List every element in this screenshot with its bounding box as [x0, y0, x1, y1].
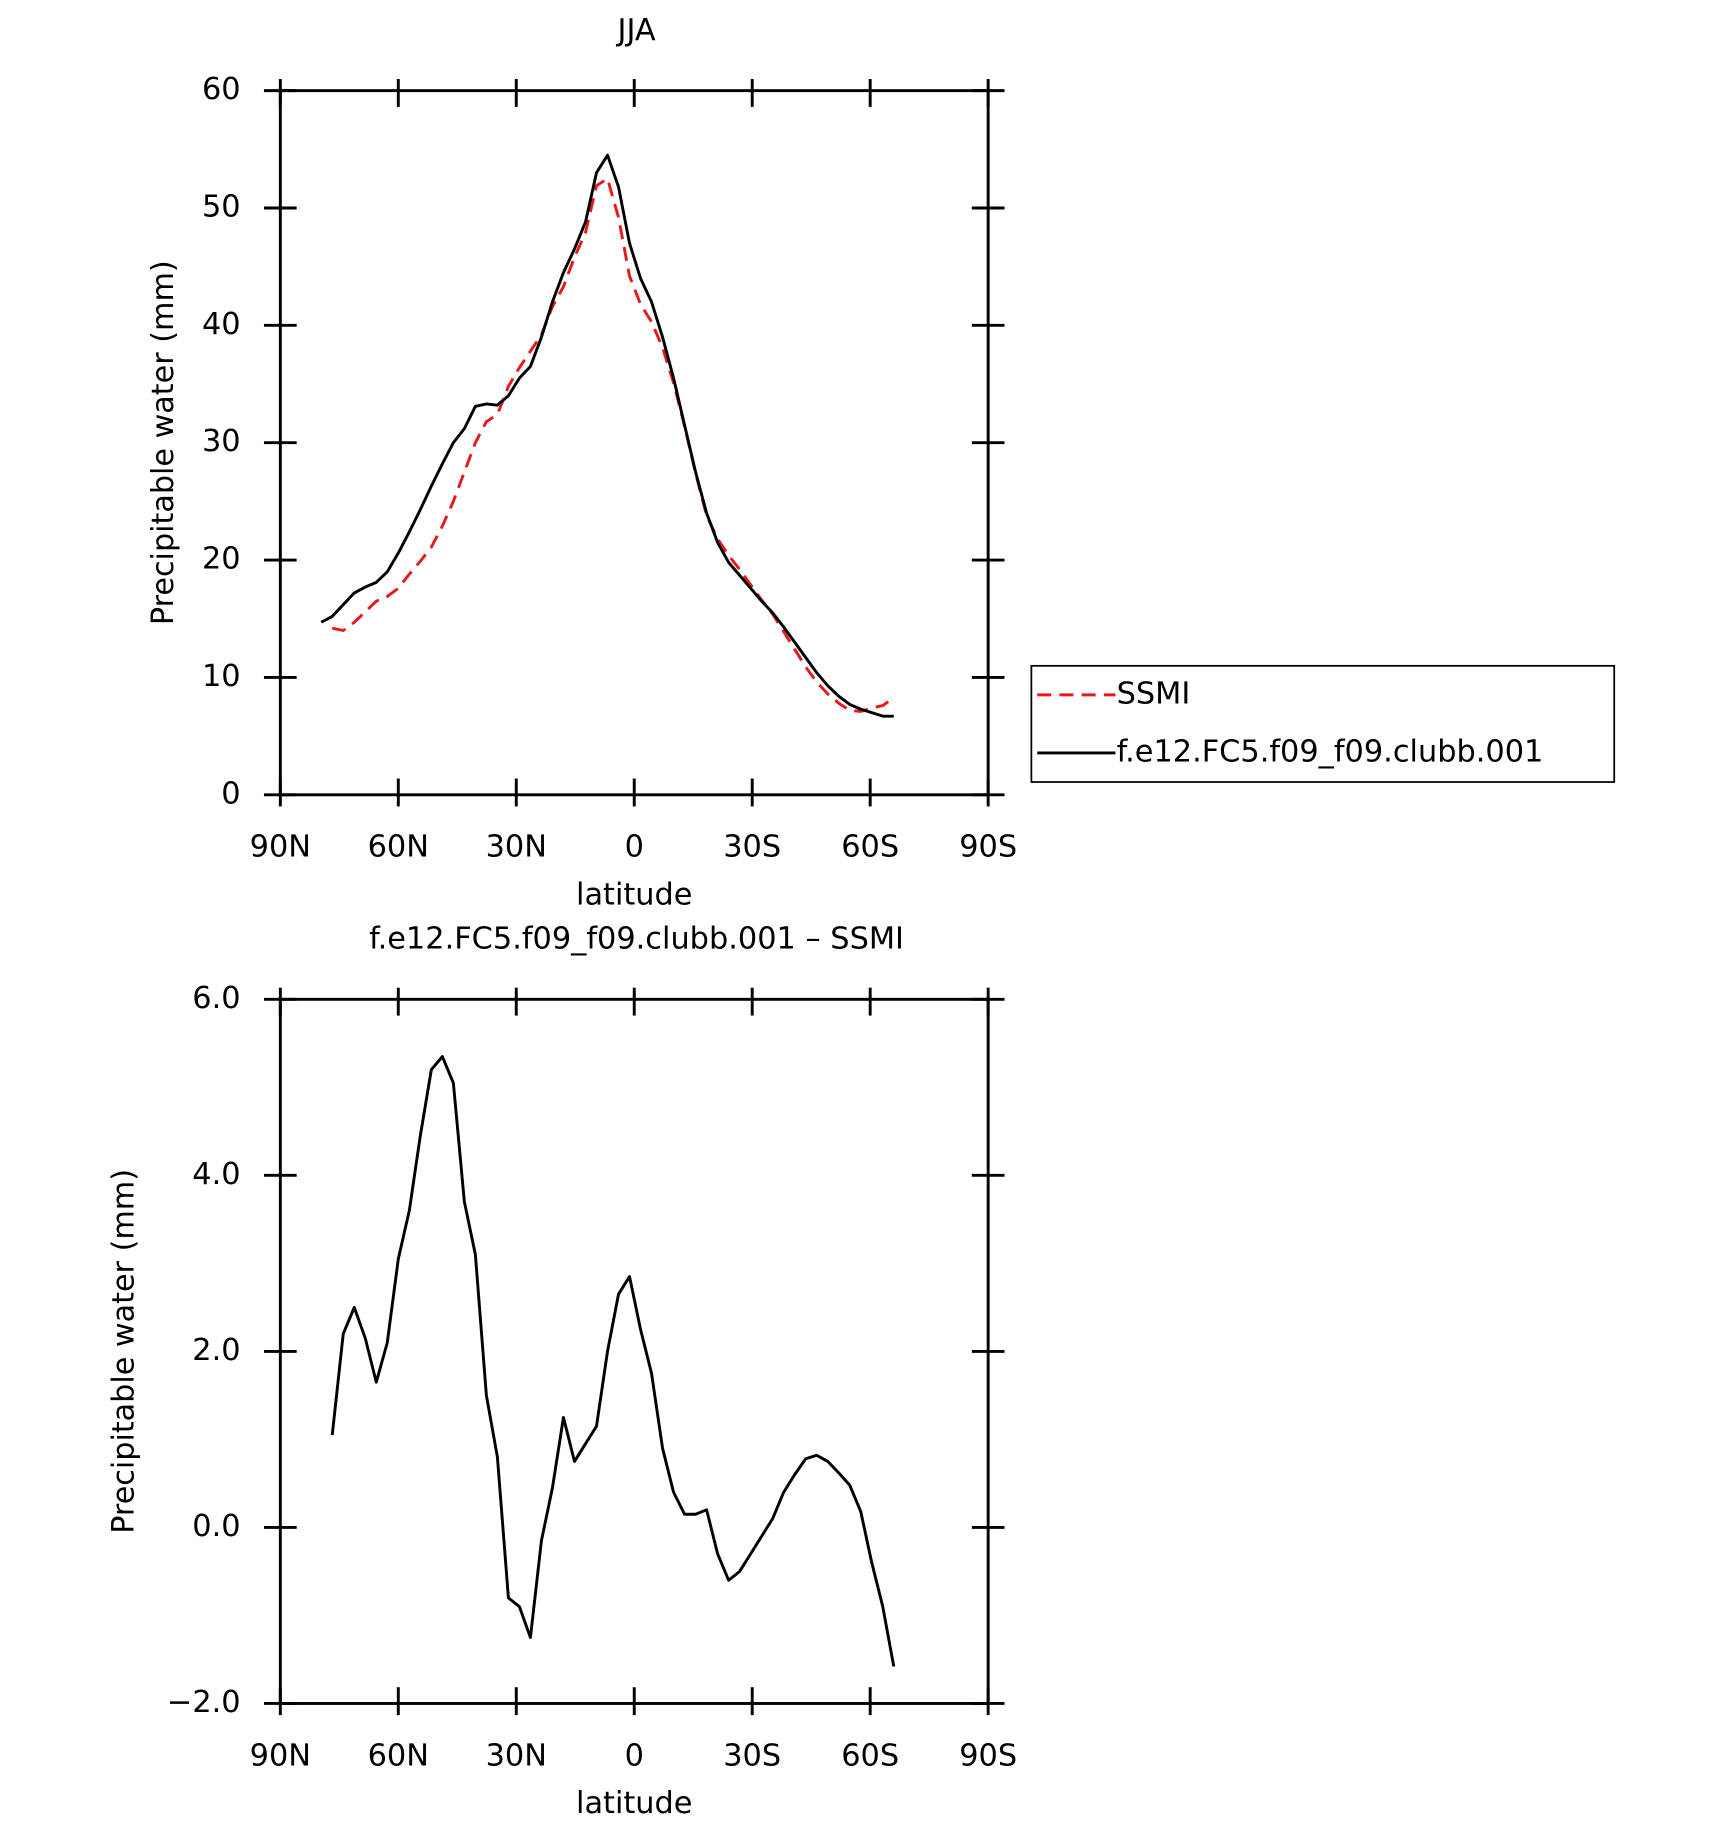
x-tick-label: 30N: [486, 1738, 547, 1773]
x-tick-label: 90S: [959, 830, 1017, 865]
plot-frame: [278, 89, 990, 797]
x-tick-label: 30S: [723, 830, 781, 865]
y-tick-label: 60: [202, 72, 241, 107]
x-axis-label: latitude: [576, 877, 692, 912]
y-tick-label: 0.0: [192, 1509, 240, 1544]
y-axis-label: Precipitable water (mm): [146, 260, 181, 625]
y-tick-label: 2.0: [192, 1333, 240, 1368]
x-axis-label: latitude: [576, 1786, 692, 1821]
data-line: [330, 1055, 896, 1667]
y-tick-label: 20: [202, 542, 241, 577]
y-tick-label: 0: [221, 776, 240, 811]
x-tick-label: 60N: [368, 830, 429, 865]
chart-title: f.e12.FC5.f09_f09.clubb.001 – SSMI: [369, 922, 904, 957]
x-tick-label: 30N: [486, 830, 547, 865]
y-tick-label: −2.0: [167, 1685, 241, 1720]
chart-title: JJA: [615, 13, 655, 48]
y-tick-label: 10: [202, 659, 241, 694]
x-tick-label: 90S: [959, 1738, 1017, 1773]
x-tick-label: 30S: [723, 1738, 781, 1773]
x-tick-label: 90N: [250, 1738, 311, 1773]
legend-box: [1030, 664, 1616, 783]
y-tick-label: 30: [202, 424, 241, 459]
x-tick-label: 60S: [841, 830, 899, 865]
y-axis-label: Precipitable water (mm): [106, 1169, 141, 1534]
y-tick-label: 6.0: [192, 981, 240, 1016]
y-tick-label: 50: [202, 190, 241, 225]
data-line: [320, 153, 894, 718]
data-line: [331, 177, 895, 713]
x-tick-label: 60N: [368, 1738, 429, 1773]
y-tick-label: 40: [202, 307, 241, 342]
x-tick-label: 0: [625, 830, 644, 865]
legend-label: f.e12.FC5.f09_f09.clubb.001: [1117, 735, 1544, 770]
x-tick-label: 0: [625, 1738, 644, 1773]
x-tick-label: 60S: [841, 1738, 899, 1773]
y-tick-label: 4.0: [192, 1157, 240, 1192]
legend-label: SSMI: [1117, 676, 1191, 711]
x-tick-label: 90N: [250, 830, 311, 865]
